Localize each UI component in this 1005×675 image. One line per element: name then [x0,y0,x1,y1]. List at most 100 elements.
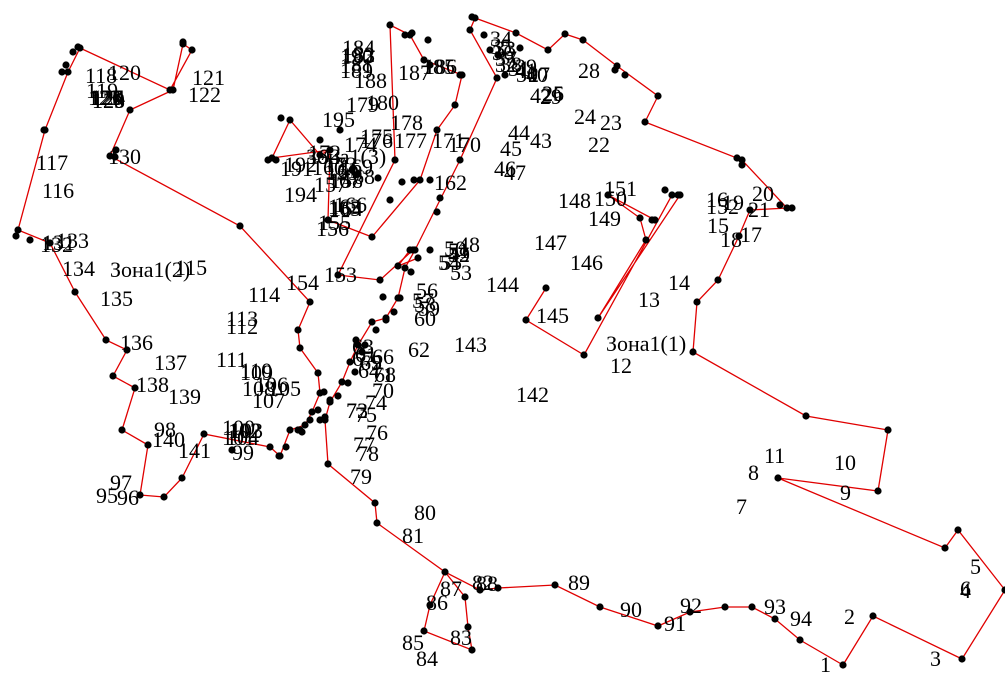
boundary-point-156 [272,156,279,163]
boundary-point-192 [320,388,327,395]
boundary-point-87 [102,336,109,343]
point-label-141: 141 [178,438,211,463]
point-labels: 12345678910111213141516171819 20212223242… [36,26,981,675]
boundary-point-184 [306,416,313,423]
point-label-134: 134 [62,256,95,281]
boundary-point-3 [958,655,965,662]
boundary-point-137 [424,36,431,43]
boundary-point-148 [733,154,740,161]
boundary-point-125 [12,232,19,239]
boundary-point-140 [468,13,475,20]
point-label-8: 8 [748,460,759,485]
point-label-94: 94 [790,606,812,631]
boundary-point-171 [379,293,386,300]
point-label-1: 1 [820,652,831,675]
boundary-point-150 [776,201,783,208]
point-label-80: 80 [414,500,436,525]
boundary-point-131 [74,43,81,50]
boundary-point-153 [661,186,668,193]
point-label-43: 43 [530,128,552,153]
boundary-point-56 [748,603,755,610]
boundary-lines [18,18,1005,665]
point-label-147: 147 [534,230,567,255]
boundary-point-23 [544,46,551,53]
boundary-point-10 [802,412,809,419]
point-label-166: 166 [334,192,367,217]
point-label-122: 122 [188,82,221,107]
point-label-117: 117 [36,150,68,175]
boundary-point-79 [188,46,195,53]
boundary-point-97 [391,156,398,163]
point-label-28: 28 [578,58,600,83]
point-label-148: 148 [558,188,591,213]
boundary-point-73 [306,298,313,305]
point-label-180: 180 [366,90,399,115]
boundary-point-180 [344,379,351,386]
point-label-139: 139 [168,384,201,409]
boundary-point-169 [426,246,433,253]
boundary-point-42 [441,568,448,575]
boundary-point-4 [1001,586,1005,593]
boundary-point-134 [179,38,186,45]
point-label-23: 23 [600,110,622,135]
boundary-point-13 [714,276,721,283]
point-label-83: 83 [450,625,472,650]
point-label-145: 145 [536,303,569,328]
point-label-152: 152 [706,194,739,219]
boundary-point-166 [426,176,433,183]
boundary-point-40 [371,499,378,506]
point-label-162: 162 [434,170,467,195]
boundary-point-86 [71,288,78,295]
point-label-114: 114 [248,282,280,307]
point-label-22: 22 [588,132,610,157]
point-label-154: 154 [286,270,319,295]
boundary-point-63 [200,430,207,437]
boundary-point-66 [286,426,293,433]
boundary-point-190 [294,426,301,433]
point-label-89: 89 [568,570,590,595]
boundary-point-19 [654,92,661,99]
boundary-point-8 [874,487,881,494]
boundary-point-121 [642,236,649,243]
boundary-point-154 [674,191,681,198]
point-label-190: 190 [340,44,373,69]
point-label-87: 87 [440,576,462,601]
boundary-point-120 [594,314,601,321]
boundary-point-6 [941,544,948,551]
point-label-142: 142 [516,382,549,407]
boundary-point-36 [338,378,345,385]
boundary-point-72 [294,326,301,333]
boundary-point-135 [401,31,408,38]
boundary-point-146 [611,66,618,73]
point-label-92: 92 [680,593,702,618]
boundary-point-175 [372,326,379,333]
boundary-point-53 [654,622,661,629]
boundary-point-92 [144,441,151,448]
boundary-point-145 [516,44,523,51]
point-label-71: 71 [372,362,394,387]
boundary-point-28 [456,156,463,163]
boundary-point-2 [869,612,876,619]
boundary-point-168 [433,208,440,215]
point-label-42: 42 [530,83,552,108]
point-label-2: 2 [844,604,855,629]
boundary-point-126 [26,236,33,243]
boundary-point-152 [648,216,655,223]
boundary-point-39 [324,460,331,467]
boundary-point-189 [282,443,289,450]
zone-label-1: Зона1(1) [606,331,686,356]
point-label-136: 136 [120,330,153,355]
boundary-point-105 [368,233,375,240]
boundary-point-43 [461,593,468,600]
boundary-point-147 [621,71,628,78]
boundary-point-30 [401,264,408,271]
boundary-point-71 [296,344,303,351]
point-label-81: 81 [402,523,424,548]
boundary-point-26 [466,26,473,33]
point-label-187: 187 [398,60,431,85]
point-label-7: 7 [736,494,747,519]
boundary-point-12 [693,298,700,305]
point-label-5: 5 [970,554,981,579]
boundary-point-61 [160,493,167,500]
point-label-171: 171 [432,128,465,153]
